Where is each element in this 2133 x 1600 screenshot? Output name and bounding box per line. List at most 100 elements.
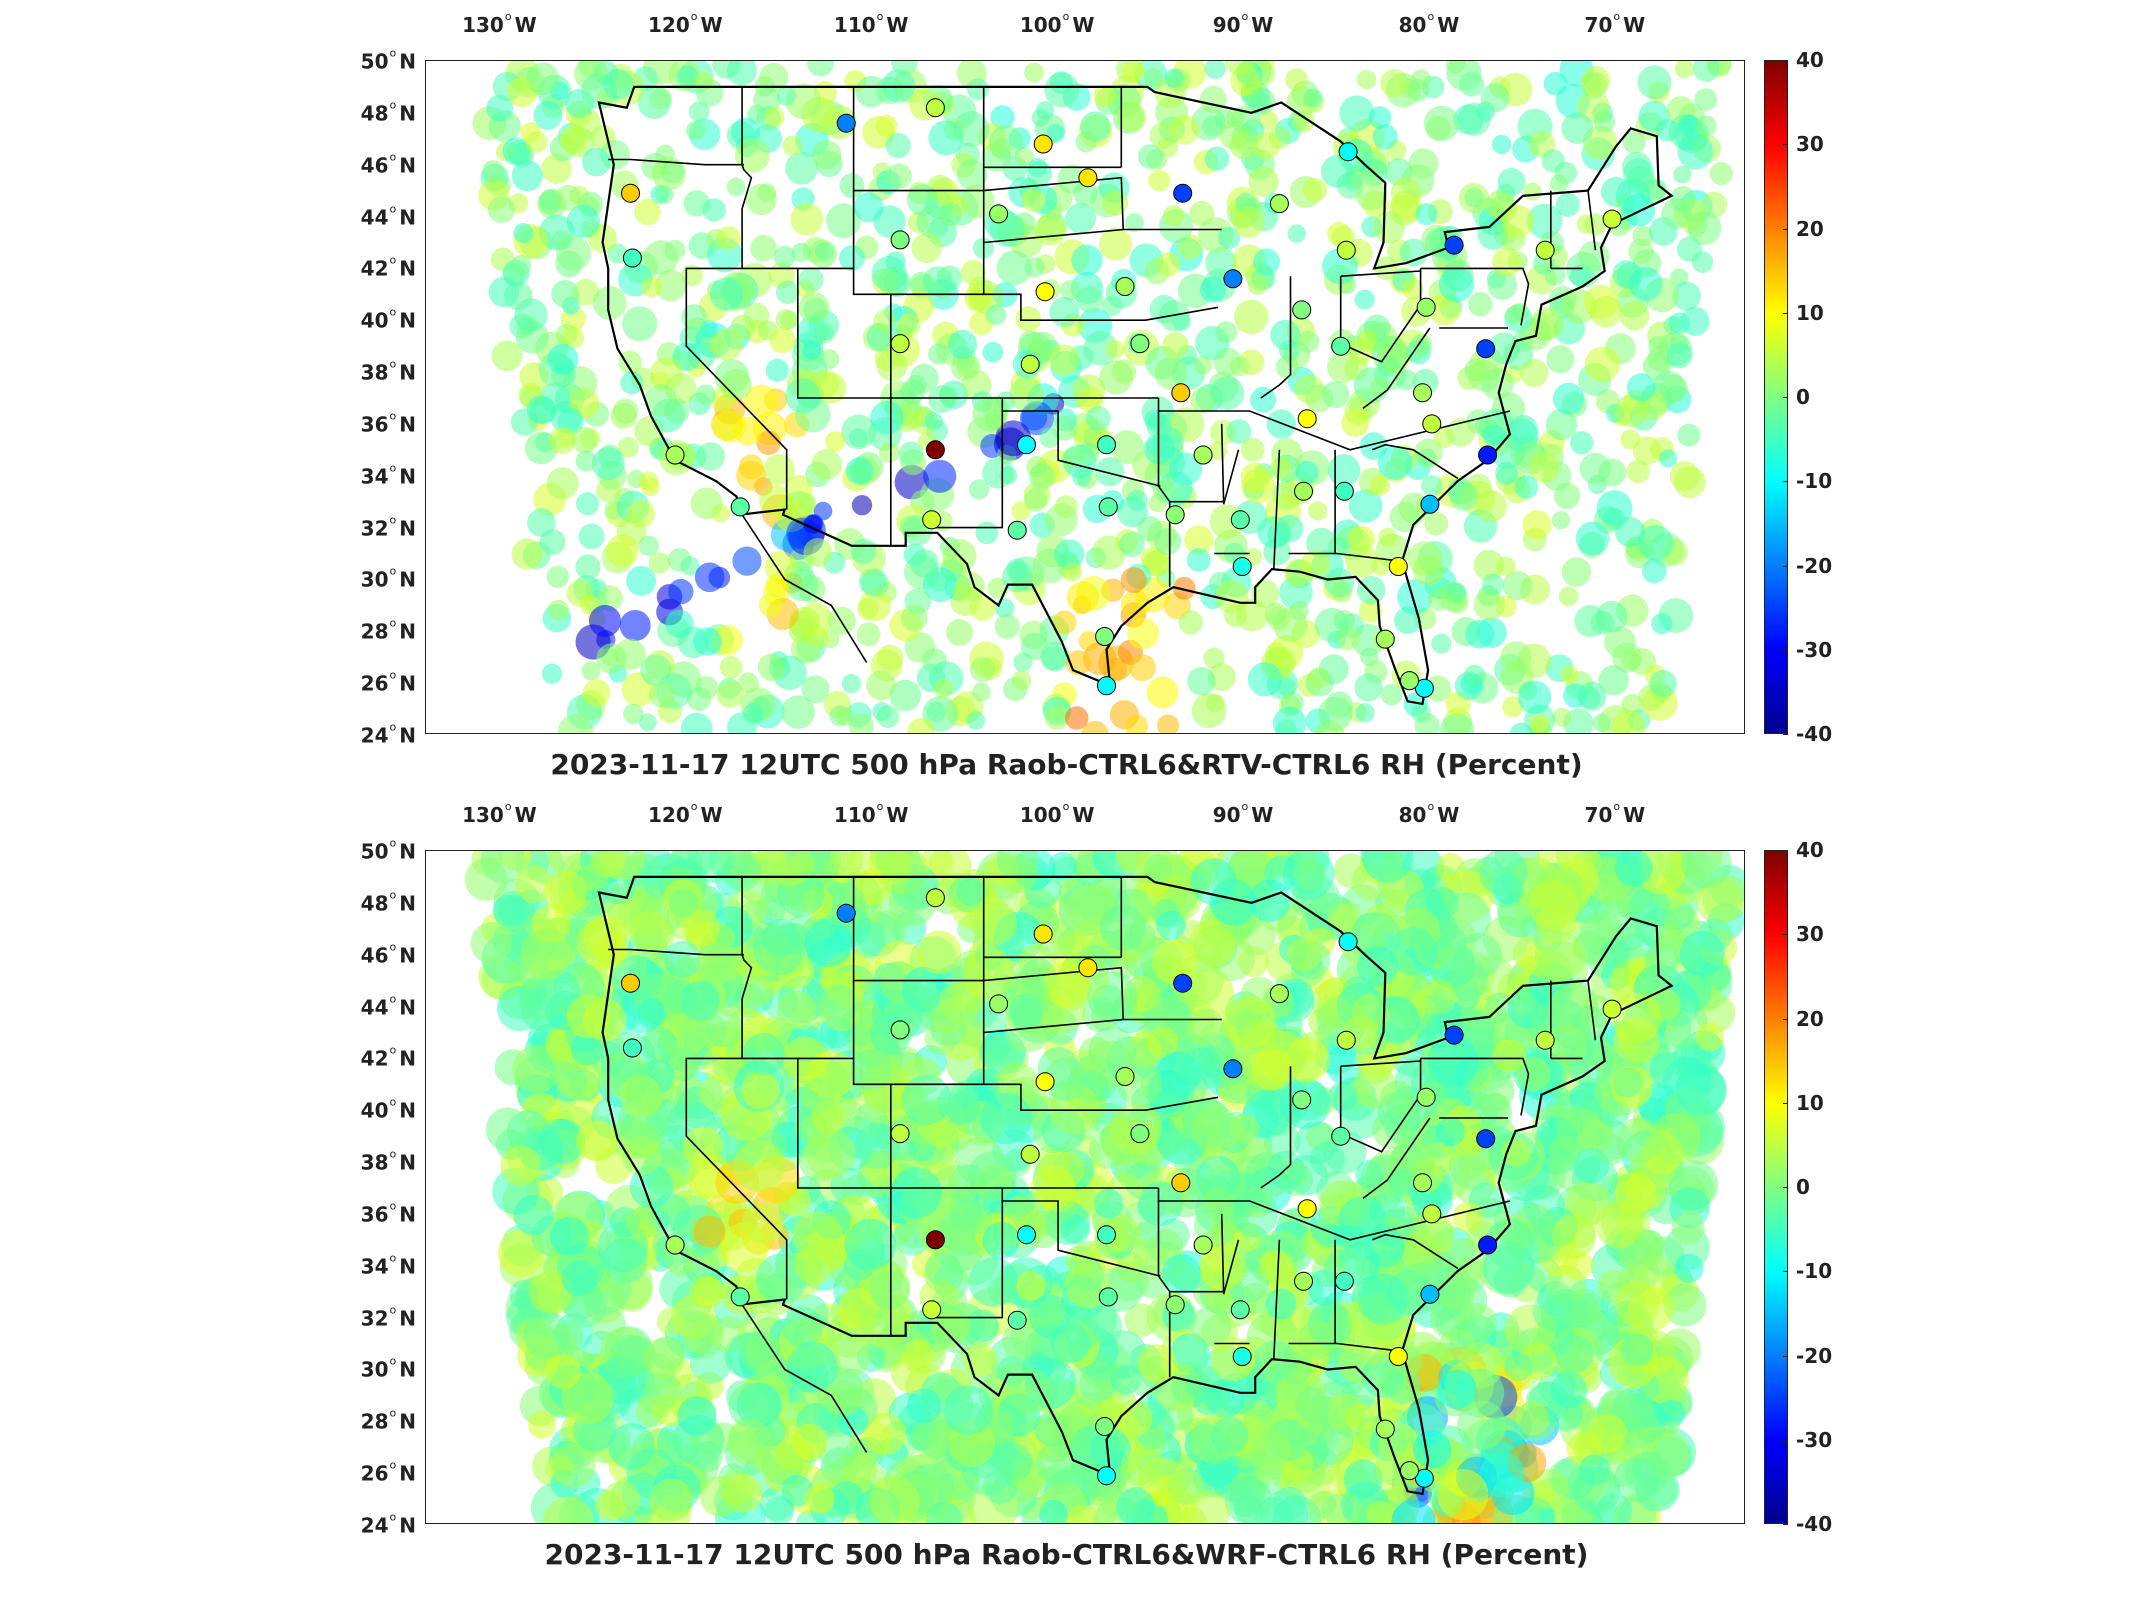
lat-tick-deg: 38 <box>360 360 389 385</box>
raob-station-marker <box>1007 520 1027 540</box>
state-boundary <box>1002 1200 1161 1277</box>
raob-station-marker <box>1020 1144 1040 1164</box>
raob-station-marker <box>1098 1287 1118 1307</box>
lat-tick-hemi: N <box>399 839 416 864</box>
raob-station-marker <box>1017 1225 1036 1245</box>
lat-tick-deg: 26 <box>360 671 389 696</box>
lon-tick-deg: 70 <box>1584 13 1613 37</box>
lat-tick-hemi: N <box>399 1513 416 1538</box>
raob-station-marker <box>1535 240 1555 260</box>
raob-station-marker <box>1007 1310 1027 1330</box>
state-boundary <box>852 876 985 982</box>
degree-symbol: o <box>389 305 397 319</box>
lat-tick-label: 36o N <box>340 409 416 436</box>
degree-symbol: o <box>389 616 397 630</box>
raob-station-marker <box>989 994 1009 1014</box>
lon-tick-deg: 80 <box>1398 803 1427 827</box>
state-boundary <box>1273 449 1281 570</box>
lat-tick-hemi: N <box>399 567 416 592</box>
rh-field <box>464 851 1744 1523</box>
state-boundary <box>1157 1188 1171 1378</box>
lon-tick-hemi: W <box>1623 13 1646 37</box>
lat-tick-hemi: N <box>399 723 416 748</box>
lon-tick-deg: 70 <box>1584 803 1613 827</box>
panel-caption: 2023-11-17 12UTC 500 hPa Raob-CTRL6&RTV-… <box>550 748 1583 781</box>
colorbar-tick-mark <box>1783 850 1788 851</box>
colorbar-tick-label: -40 <box>1796 722 1833 746</box>
lat-tick-label: 34o N <box>340 1251 416 1278</box>
lat-tick-label: 24o N <box>340 721 416 748</box>
lon-tick-hemi: W <box>886 13 909 37</box>
state-boundary <box>852 86 985 192</box>
lat-tick-label: 34o N <box>340 461 416 488</box>
lon-tick-label: 100o W <box>1020 10 1095 37</box>
raob-station-marker <box>1420 494 1440 514</box>
lat-tick-hemi: N <box>399 101 416 126</box>
raob-station-marker <box>1130 1124 1150 1144</box>
state-boundary <box>935 1188 1004 1319</box>
colorbar-tick-label: 0 <box>1796 385 1810 409</box>
lon-tick-deg: 110 <box>833 13 876 37</box>
raob-station-marker <box>890 1020 910 1040</box>
degree-symbol: o <box>389 1354 397 1368</box>
lat-tick-deg: 34 <box>360 464 389 489</box>
lon-tick-deg: 90 <box>1212 803 1241 827</box>
lat-tick-deg: 28 <box>360 619 389 644</box>
raob-station-marker <box>922 510 942 530</box>
lat-tick-hemi: N <box>399 360 416 385</box>
lat-tick-hemi: N <box>399 1098 416 1123</box>
colorbar-tick-mark <box>1783 934 1788 936</box>
lon-tick-label: 110o W <box>834 10 909 37</box>
lon-tick-hemi: W <box>514 803 537 827</box>
raob-station-marker <box>1095 1417 1115 1436</box>
colorbar-tick-mark <box>1783 60 1788 61</box>
colorbar-tick-label: 20 <box>1796 1006 1824 1031</box>
lon-tick-deg: 80 <box>1398 13 1427 37</box>
degree-symbol: o <box>389 1095 397 1109</box>
lon-tick-deg: 130 <box>462 13 504 37</box>
lon-tick-deg: 110 <box>833 803 876 827</box>
lat-tick-label: 28o N <box>340 1407 416 1434</box>
lat-tick-label: 30o N <box>340 1355 416 1382</box>
lat-tick-deg: 42 <box>360 256 389 281</box>
lat-tick-label: 46o N <box>340 150 416 177</box>
lat-tick-deg: 40 <box>360 308 389 333</box>
state-boundary <box>1260 1066 1292 1189</box>
colorbar-tick-mark <box>1783 1187 1788 1188</box>
lat-tick-deg: 26 <box>360 1461 389 1486</box>
raob-station-marker <box>1193 1235 1213 1255</box>
raob-station-marker <box>1223 269 1243 289</box>
state-boundary <box>983 176 1125 244</box>
colorbar-tick-mark <box>1783 397 1788 398</box>
state-boundary <box>741 514 868 663</box>
raob-station-marker <box>1414 678 1434 698</box>
state-boundary <box>1145 306 1219 321</box>
lon-tick-label: 80o W <box>1399 800 1460 827</box>
raob-station-marker <box>1400 1461 1419 1481</box>
colorbar-tick-label: 30 <box>1796 922 1824 947</box>
raob-station-marker <box>1416 297 1436 317</box>
degree-symbol: o <box>389 461 397 475</box>
lat-tick-label: 24o N <box>340 1511 416 1538</box>
degree-symbol: o <box>876 10 884 23</box>
lat-tick-deg: 32 <box>360 516 389 541</box>
lon-tick-label: 70o W <box>1585 800 1646 827</box>
lat-tick-deg: 28 <box>360 1409 389 1434</box>
raob-station-marker <box>1230 510 1250 530</box>
raob-station-marker <box>1444 235 1464 255</box>
state-boundary <box>1002 410 1161 487</box>
colorbar-tick-label: 10 <box>1796 300 1824 325</box>
raob-station-marker <box>890 1124 910 1144</box>
colorbar-tick-label: 40 <box>1796 48 1824 72</box>
lon-tick-hemi: W <box>886 803 909 827</box>
raob-station-marker <box>1020 354 1040 374</box>
lon-tick-deg: 120 <box>648 803 690 827</box>
panel-caption: 2023-11-17 12UTC 500 hPa Raob-CTRL6&WRF-… <box>544 1538 1589 1571</box>
raob-station-marker <box>730 1287 750 1307</box>
map-frame <box>425 850 1745 1524</box>
degree-symbol: o <box>1427 10 1435 23</box>
degree-symbol: o <box>389 1147 397 1161</box>
map-panel-top: 2023-11-17 12UTC 500 hPa Raob-CTRL6&RTV-… <box>340 10 1833 781</box>
raob-station-marker <box>1095 627 1115 646</box>
